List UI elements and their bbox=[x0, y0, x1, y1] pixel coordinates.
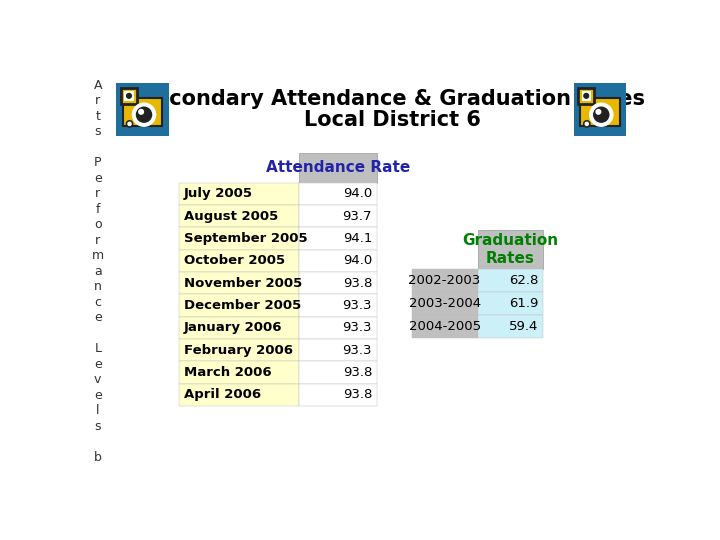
Bar bbox=[123, 98, 163, 126]
Text: 93.3: 93.3 bbox=[343, 321, 372, 334]
Bar bbox=[582, 91, 591, 100]
Bar bbox=[300, 183, 377, 205]
Text: August 2005: August 2005 bbox=[184, 210, 278, 222]
Circle shape bbox=[594, 107, 609, 122]
Bar bbox=[179, 249, 300, 272]
Bar bbox=[300, 339, 377, 361]
Bar bbox=[179, 227, 300, 249]
Text: 2003-2004: 2003-2004 bbox=[408, 297, 481, 310]
Text: 59.4: 59.4 bbox=[509, 320, 539, 333]
Text: November 2005: November 2005 bbox=[184, 276, 302, 289]
Bar bbox=[125, 91, 134, 100]
Circle shape bbox=[584, 93, 589, 98]
Circle shape bbox=[584, 121, 590, 127]
Text: 93.8: 93.8 bbox=[343, 388, 372, 401]
Bar bbox=[300, 205, 377, 227]
Circle shape bbox=[585, 122, 588, 125]
Text: 94.0: 94.0 bbox=[343, 187, 372, 200]
Bar bbox=[125, 93, 138, 103]
Text: 2004-2005: 2004-2005 bbox=[408, 320, 481, 333]
Bar bbox=[179, 272, 300, 294]
Circle shape bbox=[132, 103, 156, 126]
Bar bbox=[121, 88, 137, 104]
Text: July 2005: July 2005 bbox=[184, 187, 253, 200]
Text: 93.8: 93.8 bbox=[343, 276, 372, 289]
Text: Graduation
Rates: Graduation Rates bbox=[462, 233, 559, 266]
Text: 2002-2003: 2002-2003 bbox=[408, 274, 481, 287]
Text: 93.3: 93.3 bbox=[343, 299, 372, 312]
Circle shape bbox=[127, 121, 132, 127]
Bar bbox=[477, 292, 544, 315]
Bar bbox=[179, 383, 300, 406]
Bar bbox=[300, 316, 377, 339]
Bar bbox=[300, 153, 377, 183]
Text: 93.8: 93.8 bbox=[343, 366, 372, 379]
Text: 94.0: 94.0 bbox=[343, 254, 372, 267]
Text: September 2005: September 2005 bbox=[184, 232, 307, 245]
Circle shape bbox=[139, 110, 143, 114]
Circle shape bbox=[590, 103, 613, 126]
Bar bbox=[300, 249, 377, 272]
Text: October 2005: October 2005 bbox=[184, 254, 285, 267]
Bar bbox=[574, 83, 626, 136]
Bar bbox=[300, 227, 377, 249]
Text: April 2006: April 2006 bbox=[184, 388, 261, 401]
Text: January 2006: January 2006 bbox=[184, 321, 282, 334]
Bar bbox=[412, 292, 477, 315]
Bar bbox=[412, 269, 477, 292]
Circle shape bbox=[596, 110, 600, 114]
Text: March 2006: March 2006 bbox=[184, 366, 271, 379]
Text: 93.3: 93.3 bbox=[343, 343, 372, 356]
Bar bbox=[179, 316, 300, 339]
Bar bbox=[578, 88, 594, 104]
Circle shape bbox=[127, 93, 131, 98]
Bar bbox=[179, 294, 300, 316]
Text: Attendance Rate: Attendance Rate bbox=[266, 160, 410, 176]
Text: A
r
t
s
 
P
e
r
f
o
r
m
a
n
c
e
 
L
e
v
e
l
s
 
b: A r t s P e r f o r m a n c e L e v e l … bbox=[91, 79, 104, 464]
Bar bbox=[580, 98, 620, 126]
Text: Secondary Attendance & Graduation Rates: Secondary Attendance & Graduation Rates bbox=[140, 90, 644, 110]
Text: Local District 6: Local District 6 bbox=[304, 110, 481, 130]
Bar bbox=[477, 315, 544, 338]
Text: February 2006: February 2006 bbox=[184, 343, 293, 356]
Bar bbox=[179, 361, 300, 383]
Circle shape bbox=[128, 122, 131, 125]
Bar bbox=[300, 272, 377, 294]
Bar bbox=[300, 383, 377, 406]
Bar bbox=[300, 361, 377, 383]
Bar bbox=[179, 339, 300, 361]
Text: 94.1: 94.1 bbox=[343, 232, 372, 245]
Bar bbox=[179, 183, 300, 205]
Text: 62.8: 62.8 bbox=[509, 274, 539, 287]
Bar bbox=[117, 83, 169, 136]
Bar bbox=[477, 231, 544, 269]
Bar bbox=[582, 93, 595, 103]
Text: 93.7: 93.7 bbox=[343, 210, 372, 222]
Circle shape bbox=[137, 107, 151, 122]
Text: December 2005: December 2005 bbox=[184, 299, 301, 312]
Bar bbox=[477, 269, 544, 292]
Bar bbox=[412, 315, 477, 338]
Bar bbox=[179, 205, 300, 227]
Bar bbox=[300, 294, 377, 316]
Text: 61.9: 61.9 bbox=[509, 297, 539, 310]
